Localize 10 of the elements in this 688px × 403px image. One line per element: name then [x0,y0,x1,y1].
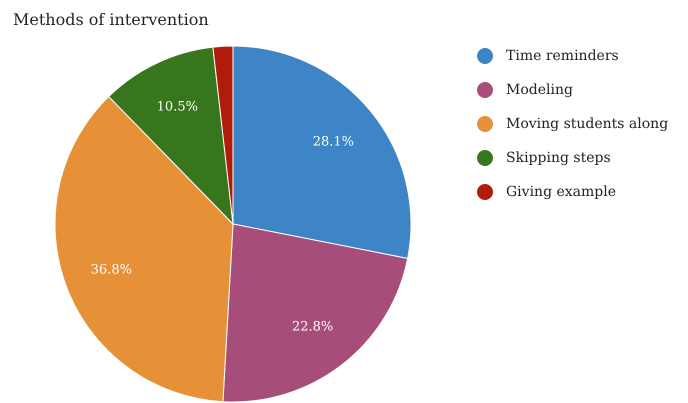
legend-label: Time reminders [506,48,619,64]
data-label: 28.1% [312,134,354,150]
chart-title: Methods of intervention [13,10,209,29]
legend-label: Modeling [506,82,573,98]
legend-label: Skipping steps [506,150,611,166]
data-label: 22.8% [292,320,334,335]
legend-label: Moving students along [506,116,668,132]
data-label: 36.8% [90,262,132,278]
data-label: 10.5% [156,100,198,115]
legend-label: Giving example [506,184,616,200]
